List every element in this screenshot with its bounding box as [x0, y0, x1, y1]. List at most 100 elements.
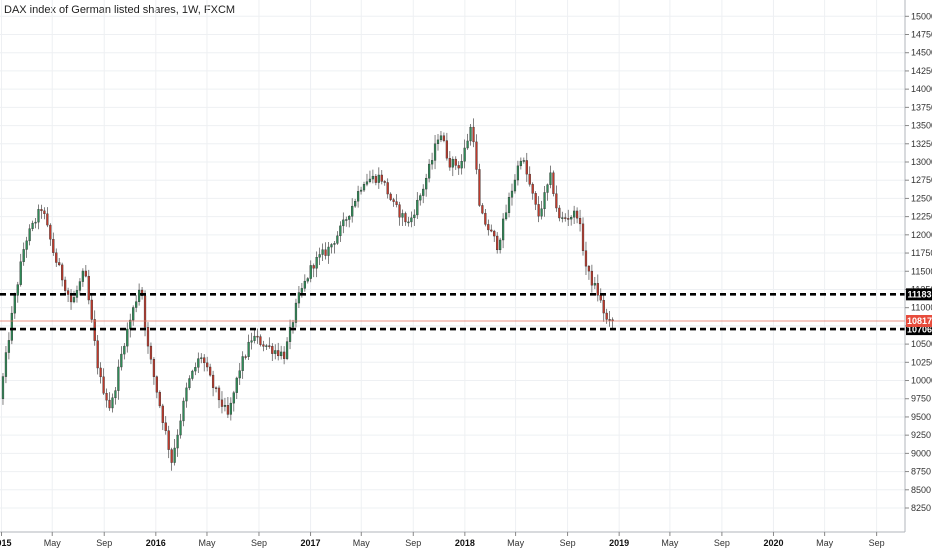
chart-title: DAX index of German listed shares, 1W, F… — [4, 4, 236, 16]
candle-down — [493, 230, 496, 237]
candle-up — [333, 243, 336, 245]
grid — [0, 0, 905, 532]
candle-up — [176, 434, 179, 449]
candle-up — [235, 377, 238, 393]
candle-down — [167, 430, 170, 450]
candle-up — [241, 356, 244, 371]
candle-down — [256, 335, 259, 338]
candle-up — [315, 257, 318, 269]
candle-up — [188, 378, 191, 389]
candle-down — [170, 449, 173, 463]
tick-label-y: 12250 — [911, 212, 932, 222]
candle-down — [404, 213, 407, 223]
candle-up — [22, 249, 25, 262]
candle-up — [16, 284, 19, 296]
candle-down — [203, 357, 206, 364]
candle-down — [283, 351, 286, 359]
candle-down — [475, 141, 478, 170]
candle-up — [561, 217, 564, 219]
candle-down — [155, 376, 158, 393]
candle-up — [351, 205, 354, 217]
candle-up — [285, 341, 289, 359]
candle-up — [31, 222, 34, 229]
candle-up — [336, 235, 339, 244]
candle-down — [161, 405, 164, 423]
candle-up — [28, 228, 31, 242]
tick-label-y: 8750 — [911, 467, 931, 477]
candle-down — [211, 374, 215, 388]
tick-label-x: Sep — [405, 538, 421, 548]
tick-label-y: 12750 — [911, 175, 932, 185]
candle-up — [466, 140, 469, 149]
candle-up — [185, 387, 188, 402]
time-axis[interactable]: 2015 May Sep 2016 May Sep 2017 May Sep 2018 May Sep… — [0, 532, 885, 548]
candle-down — [152, 359, 156, 377]
candle-down — [277, 350, 280, 357]
candle-up — [401, 213, 404, 218]
tick-label-y: 8250 — [911, 503, 931, 513]
candle-down — [99, 367, 102, 378]
candle-up — [422, 188, 425, 196]
candle-down — [398, 204, 401, 218]
candle-up — [274, 350, 277, 354]
price-axis[interactable]: 8250 8500 8750 9000 9250 9500 9750 10000 10250 10… — [905, 11, 932, 513]
candle-up — [13, 295, 16, 314]
tick-label-x: May — [353, 538, 371, 548]
candle-up — [4, 352, 8, 377]
tick-label-y: 13250 — [911, 139, 932, 149]
candle-down — [146, 327, 150, 347]
candle-down — [374, 175, 377, 183]
candle-down — [105, 393, 108, 401]
candle-up — [303, 280, 306, 289]
tick-label-y: 10250 — [911, 357, 932, 367]
candle-down — [478, 169, 481, 206]
candle-down — [214, 387, 218, 389]
candle-up — [179, 420, 182, 436]
candle-up — [549, 172, 552, 185]
candle-up — [407, 221, 410, 224]
candle-up — [371, 175, 375, 180]
tick-label-x: Sep — [869, 538, 885, 548]
candle-up — [294, 302, 298, 323]
level-badge-label: 11183 — [907, 290, 931, 300]
tick-label-y: 10000 — [911, 376, 932, 386]
candle-up — [327, 246, 330, 256]
candle-up — [117, 366, 120, 391]
candle-up — [78, 281, 82, 291]
candle-down — [442, 135, 446, 141]
candle-up — [507, 197, 511, 213]
candle-down — [578, 217, 582, 225]
tick-label-y: 11500 — [911, 266, 932, 276]
candle-up — [25, 240, 28, 250]
candle-up — [573, 210, 576, 218]
candle-down — [445, 140, 448, 159]
candle-down — [567, 218, 570, 220]
candle-down — [490, 229, 493, 232]
candle-down — [525, 160, 528, 175]
tick-label-y: 14000 — [911, 84, 932, 94]
candle-up — [516, 165, 520, 181]
candle-down — [395, 201, 398, 205]
candle-down — [537, 204, 540, 217]
candle-up — [197, 358, 200, 368]
candle-up — [451, 158, 454, 168]
candle-down — [90, 299, 93, 320]
candle-down — [596, 283, 599, 296]
candle-up — [309, 265, 312, 279]
candle-down — [149, 345, 153, 360]
candle-up — [359, 189, 363, 192]
candle-up — [416, 199, 419, 216]
tick-label-y: 12000 — [911, 230, 932, 240]
candle-up — [253, 335, 256, 341]
candle-up — [126, 328, 129, 347]
candle-down — [448, 157, 451, 168]
candle-up — [19, 261, 22, 285]
candle-up — [200, 357, 203, 359]
candle-up — [321, 249, 324, 255]
candle-down — [608, 319, 611, 321]
tick-label-y: 11750 — [911, 248, 932, 258]
candle-down — [531, 184, 534, 194]
level-badge-label: 10706 — [907, 324, 932, 334]
tick-label-x: Sep — [96, 538, 112, 548]
